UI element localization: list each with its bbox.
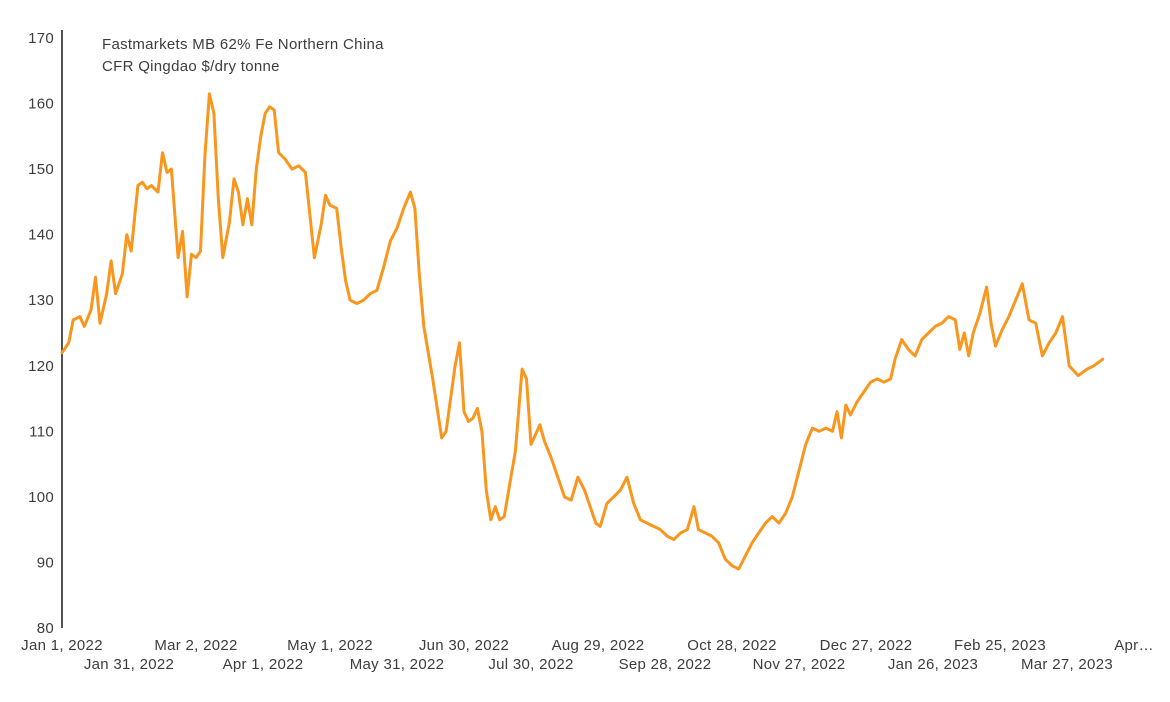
y-tick-label: 170 — [28, 30, 54, 47]
y-tick-label: 100 — [28, 489, 54, 506]
x-tick-label-row2: May 31, 2022 — [350, 656, 445, 673]
y-tick-label: 140 — [28, 227, 54, 244]
x-tick-label-row1: May 1, 2022 — [287, 637, 373, 654]
x-tick-label-row1: Apr… — [1114, 637, 1154, 654]
x-tick-label-row1: Mar 2, 2022 — [154, 637, 237, 654]
x-tick-label-row2: Nov 27, 2022 — [753, 656, 846, 673]
x-tick-label-row2: Sep 28, 2022 — [619, 656, 712, 673]
x-tick-label-row1: Jun 30, 2022 — [419, 637, 509, 654]
y-tick-label: 120 — [28, 358, 54, 375]
y-tick-label: 150 — [28, 161, 54, 178]
x-tick-label-row1: Feb 25, 2023 — [954, 637, 1046, 654]
y-tick-label: 80 — [37, 620, 54, 637]
y-tick-label: 90 — [37, 554, 54, 571]
x-tick-label-row2: Jul 30, 2022 — [488, 656, 573, 673]
x-tick-label-row1: Dec 27, 2022 — [820, 637, 913, 654]
x-tick-label-row2: Jan 26, 2023 — [888, 656, 978, 673]
x-tick-label-row2: Jan 31, 2022 — [84, 656, 174, 673]
x-tick-label-row2: Mar 27, 2023 — [1021, 656, 1113, 673]
x-tick-label-row2: Apr 1, 2022 — [223, 656, 304, 673]
x-tick-label-row1: Oct 28, 2022 — [687, 637, 777, 654]
y-tick-label: 110 — [29, 423, 54, 440]
x-tick-label-row1: Jan 1, 2022 — [21, 637, 103, 654]
price-series-line — [60, 92, 1105, 571]
y-tick-label: 130 — [28, 292, 54, 309]
y-tick-label: 160 — [28, 96, 54, 113]
x-tick-label-row1: Aug 29, 2022 — [552, 637, 645, 654]
